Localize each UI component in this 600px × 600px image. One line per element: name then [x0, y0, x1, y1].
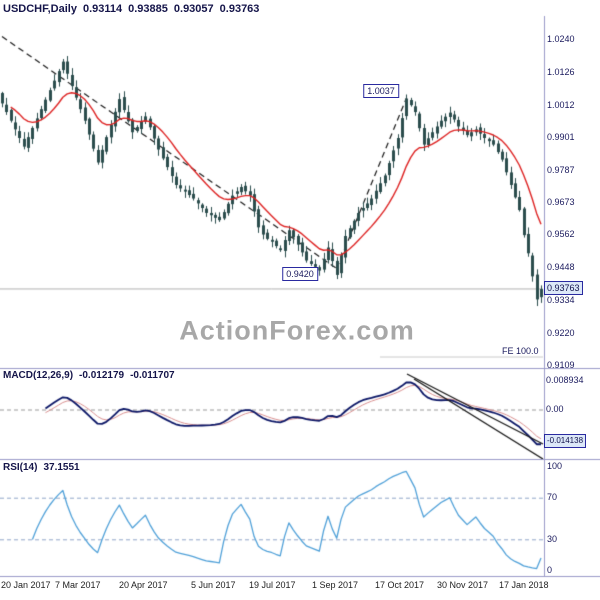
- rsi-axis-tick: 30: [547, 534, 558, 544]
- price-axis-tick: 0.9220: [547, 328, 575, 338]
- rsi-indicator-name: RSI(14): [3, 462, 38, 473]
- macd-panel-header: MACD(12,26,9) -0.012179 -0.011707: [3, 370, 181, 381]
- quote-low: 0.93057: [173, 3, 214, 15]
- price-axis-tick: 0.9334: [547, 295, 575, 305]
- quote-open: 0.93114: [82, 3, 123, 15]
- price-axis-tick: 0.9787: [547, 165, 575, 175]
- fib-extension-label: FE 100.0: [502, 346, 539, 356]
- quote-close: 0.93763: [219, 3, 260, 15]
- price-axis-tick: 0.9673: [547, 197, 575, 207]
- macd-axis-min-label: -0.014138: [544, 434, 587, 448]
- rsi-axis-tick: 100: [547, 461, 563, 471]
- rsi-axis-tick: 0: [547, 565, 553, 575]
- symbol-timeframe-label: USDCHF,Daily: [3, 3, 77, 15]
- x-axis-date-label: 5 Jun 2017: [191, 580, 236, 590]
- price-axis-tick: 0.9448: [547, 262, 575, 272]
- macd-indicator-name: MACD(12,26,9): [3, 370, 74, 381]
- x-axis-date-label: 19 Jul 2017: [249, 580, 296, 590]
- price-axis-tick: 0.9562: [547, 229, 575, 239]
- x-axis-date-label: 17 Oct 2017: [375, 580, 425, 590]
- price-axis-tick: 1.0012: [547, 100, 575, 110]
- macd-signal-value: -0.011707: [130, 370, 175, 381]
- watermark: ActionForex.com: [179, 315, 415, 346]
- price-axis-tick: 0.9901: [547, 132, 575, 142]
- price-axis-tick: 1.0126: [547, 67, 575, 77]
- macd-value: -0.012179: [79, 370, 125, 381]
- x-axis-date-label: 7 Mar 2017: [55, 580, 101, 590]
- macd-axis-zero-label: 0.00: [546, 404, 564, 414]
- price-axis-tick: 0.9109: [547, 360, 575, 370]
- x-axis-date-label: 20 Jan 2017: [1, 580, 51, 590]
- macd-axis-max-label: 0.008934: [546, 375, 584, 385]
- annotation-swing-high: 1.0037: [363, 84, 399, 98]
- x-axis-date-label: 1 Sep 2017: [312, 580, 359, 590]
- rsi-panel-header: RSI(14) 37.1551: [3, 462, 86, 473]
- price-panel-header: USDCHF,Daily 0.93114 0.93885 0.93057 0.93763: [3, 3, 265, 15]
- annotation-swing-low: 0.9420: [282, 267, 318, 281]
- quote-high: 0.93885: [128, 3, 168, 15]
- x-axis-date-label: 17 Jan 2018: [499, 580, 549, 590]
- x-axis-date-label: 20 Apr 2017: [119, 580, 168, 590]
- rsi-value: 37.1551: [43, 462, 80, 473]
- rsi-axis-tick: 70: [547, 492, 558, 502]
- x-axis-date-label: 30 Nov 2017: [437, 580, 489, 590]
- current-price-label: 0.93763: [544, 281, 583, 295]
- price-axis-tick: 1.0240: [547, 34, 575, 44]
